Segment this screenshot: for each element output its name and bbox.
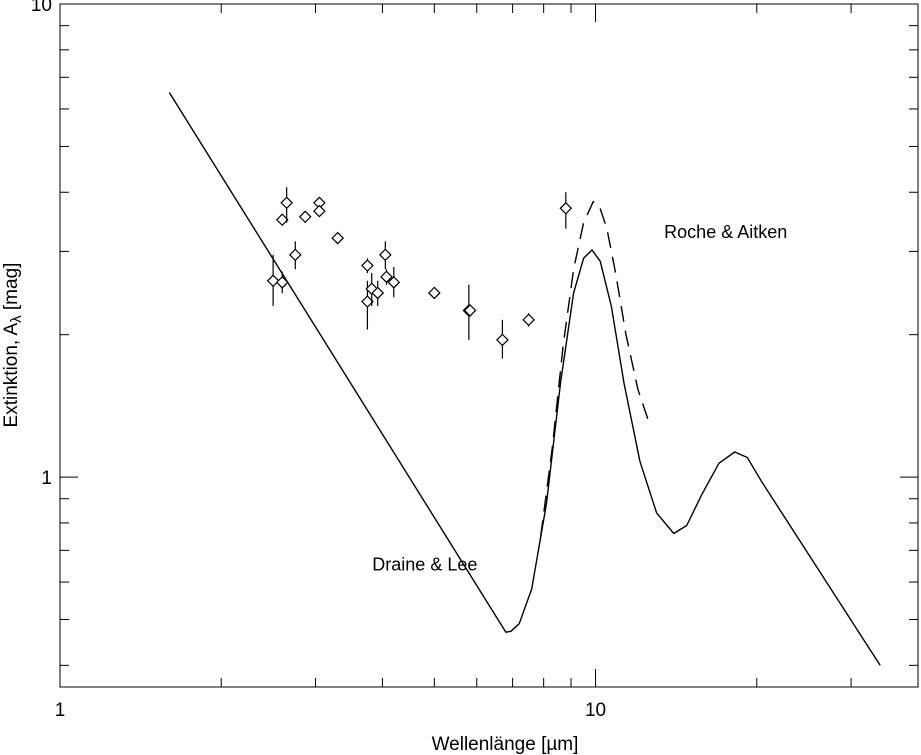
data-point xyxy=(387,276,401,289)
curve-annotation: Draine & Lee xyxy=(372,554,477,574)
annotations: Draine & Lee Roche & Aitken xyxy=(372,222,787,574)
y-axis-label-main: Extinktion, A xyxy=(1,323,22,428)
x-tick-label: 1 xyxy=(55,700,66,721)
y-axis-label-sub: λ xyxy=(8,315,25,323)
y-axis-label-unit: [mag] xyxy=(1,263,22,316)
data-point xyxy=(496,333,509,347)
data-point xyxy=(559,201,573,215)
data-point xyxy=(361,295,374,308)
curve-annotation: Roche & Aitken xyxy=(664,222,787,242)
data-point xyxy=(266,274,280,288)
data-point xyxy=(288,248,302,262)
y-tick-label: 1 xyxy=(41,468,52,489)
data-point xyxy=(522,313,535,327)
data-point xyxy=(361,259,374,272)
data-point xyxy=(313,204,326,218)
data-point xyxy=(371,286,385,300)
data-point xyxy=(275,276,289,289)
roche-aitken-curve xyxy=(540,200,650,537)
data-point xyxy=(275,213,289,227)
data-point xyxy=(463,304,477,317)
curves xyxy=(168,92,881,666)
x-axis-label: Wellenlänge [µm] xyxy=(432,734,579,755)
data-point xyxy=(280,196,294,210)
tick-labels: 1 10 1 10 xyxy=(31,0,606,721)
plot-frame xyxy=(59,3,919,688)
draine-lee-curve xyxy=(168,92,881,666)
data-point xyxy=(298,210,312,224)
y-tick-label: 10 xyxy=(31,0,52,16)
data-markers xyxy=(266,187,573,359)
y-axis-label: Extinktion, Aλ [mag] xyxy=(1,263,25,428)
data-point xyxy=(378,248,392,262)
data-point xyxy=(427,286,441,300)
axis-ticks xyxy=(59,3,919,687)
data-point xyxy=(331,231,345,245)
data-point xyxy=(380,270,393,284)
x-tick-label: 10 xyxy=(585,700,606,721)
